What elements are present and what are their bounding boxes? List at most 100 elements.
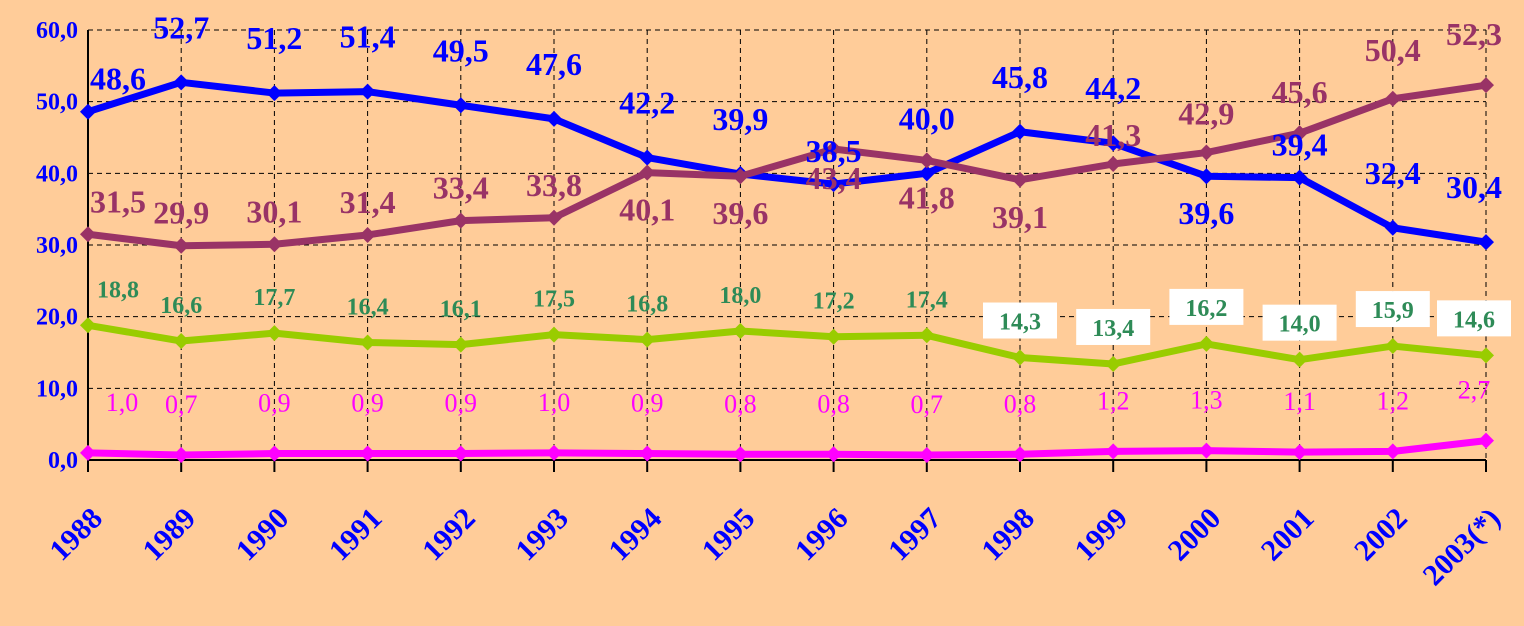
series-marker xyxy=(266,445,283,462)
series-marker xyxy=(639,445,656,462)
series-marker xyxy=(1478,347,1494,364)
series-marker xyxy=(546,326,562,343)
series-marker xyxy=(825,176,842,193)
data-label: 17,5 xyxy=(533,287,575,313)
x-tick-label: 1991 xyxy=(323,502,389,568)
series-marker xyxy=(1105,156,1122,173)
data-label: 14,6 xyxy=(1453,307,1495,333)
series-marker xyxy=(359,334,376,351)
data-label: 50,4 xyxy=(1365,32,1421,68)
series-marker xyxy=(825,328,842,345)
series-marker xyxy=(1012,171,1028,188)
data-label: 0,9 xyxy=(631,389,664,418)
x-tick-label: 1999 xyxy=(1068,502,1134,568)
series-marker xyxy=(546,444,562,461)
series-marker xyxy=(825,140,842,157)
data-label: 39,6 xyxy=(1178,195,1234,231)
x-tick-label: 1990 xyxy=(230,502,296,568)
series-marker xyxy=(1198,442,1215,459)
data-label: 14,3 xyxy=(999,310,1041,336)
data-label: 0,9 xyxy=(445,389,478,418)
data-label: 31,4 xyxy=(340,184,396,220)
series-marker xyxy=(1384,219,1401,236)
series-line-0 xyxy=(84,78,1490,246)
data-label: 16,6 xyxy=(160,293,202,319)
series-marker xyxy=(1198,168,1215,185)
data-label: 52,7 xyxy=(153,9,209,45)
x-tick-label: 2000 xyxy=(1162,502,1228,568)
series-line-1 xyxy=(84,81,1490,250)
data-label: 1,1 xyxy=(1283,387,1316,416)
series-line-2 xyxy=(84,321,1490,368)
series-marker xyxy=(1384,338,1401,355)
y-tick-label: 60,0 xyxy=(36,18,78,44)
data-label: 51,2 xyxy=(246,20,302,56)
data-label: 16,8 xyxy=(626,292,668,318)
data-label: 31,5 xyxy=(90,183,146,219)
series-marker xyxy=(452,445,469,462)
series-marker xyxy=(1012,123,1028,140)
x-tick-label: 1992 xyxy=(416,502,482,568)
y-tick-label: 20,0 xyxy=(36,305,78,331)
data-label-box xyxy=(1262,304,1337,341)
data-label: 51,4 xyxy=(340,19,396,55)
series-marker xyxy=(1291,444,1308,461)
data-label: 18,0 xyxy=(719,283,761,309)
data-label: 14,0 xyxy=(1279,312,1321,338)
data-label: 0,7 xyxy=(911,390,944,419)
data-label: 18,8 xyxy=(97,277,139,303)
data-label: 47,6 xyxy=(526,46,582,82)
series-marker xyxy=(546,209,562,226)
x-tick-label: 2002 xyxy=(1348,502,1414,568)
series-marker xyxy=(1012,349,1028,366)
series-marker xyxy=(639,331,656,348)
data-label: 16,1 xyxy=(440,297,482,323)
data-label: 40,0 xyxy=(899,100,955,136)
series-marker xyxy=(359,445,376,462)
data-label: 39,9 xyxy=(712,101,768,137)
data-label: 32,4 xyxy=(1365,155,1421,191)
x-tick-label: 2003(*) xyxy=(1416,502,1506,592)
series-marker xyxy=(1105,443,1122,460)
data-label: 13,4 xyxy=(1092,316,1134,342)
series-marker xyxy=(1291,351,1308,368)
data-label: 17,2 xyxy=(813,289,855,315)
x-tick-label: 1996 xyxy=(789,502,855,568)
data-label: 48,6 xyxy=(90,61,146,97)
data-label-box xyxy=(1355,291,1430,328)
data-label: 15,9 xyxy=(1372,298,1414,324)
data-label: 45,8 xyxy=(992,59,1048,95)
series-marker xyxy=(1478,234,1494,251)
series-marker xyxy=(1012,446,1028,463)
data-label: 30,4 xyxy=(1446,169,1502,205)
data-label: 16,2 xyxy=(1185,296,1227,322)
data-label: 49,5 xyxy=(433,32,489,68)
series-marker xyxy=(918,152,935,169)
data-label: 29,9 xyxy=(153,195,209,231)
series-marker xyxy=(1384,90,1401,107)
y-tick-label: 50,0 xyxy=(36,90,78,116)
series-marker xyxy=(80,317,96,334)
data-label: 17,7 xyxy=(253,285,295,311)
series-marker xyxy=(266,85,283,102)
series-marker xyxy=(732,168,749,185)
series-marker xyxy=(732,323,749,339)
series-marker xyxy=(918,327,935,344)
gridlines xyxy=(88,29,1487,460)
series-marker xyxy=(359,83,376,100)
series-marker xyxy=(1105,135,1122,152)
series-marker xyxy=(1384,443,1401,460)
data-label-box xyxy=(1169,288,1244,325)
series-marker xyxy=(80,444,96,461)
data-label-box xyxy=(983,302,1057,339)
series-marker xyxy=(266,236,283,253)
data-label: 41,8 xyxy=(899,179,955,215)
data-label: 33,4 xyxy=(433,170,489,206)
data-label: 39,6 xyxy=(712,195,768,231)
series-marker xyxy=(825,446,842,463)
series-marker xyxy=(452,336,469,353)
y-tick-label: 40,0 xyxy=(36,161,78,187)
series-marker xyxy=(1105,355,1122,372)
